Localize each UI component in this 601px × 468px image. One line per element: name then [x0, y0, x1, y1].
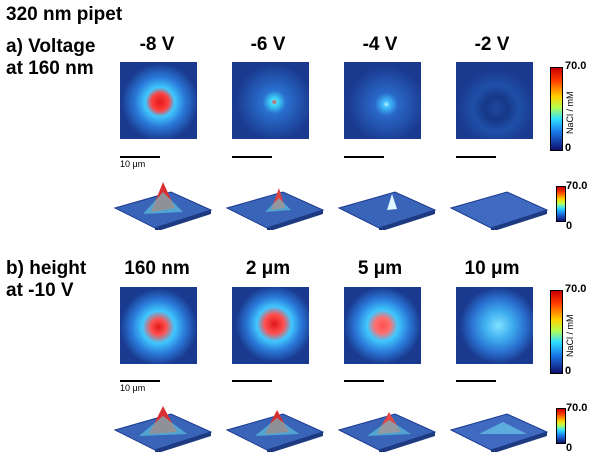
panel-a-surface-2 [225, 178, 325, 230]
panel-a-scalebar-3 [344, 156, 384, 158]
panel-a-scalebar-2 [232, 156, 272, 158]
panel-b-col-3-label: 5 μm [357, 258, 403, 279]
panel-b-colorbar-small [556, 408, 566, 444]
panel-b-heatmap-2 [232, 287, 309, 364]
panel-b-label-line1: b) height [6, 258, 87, 279]
panel-b-surface-1 [113, 400, 213, 452]
panel-b-heatmap-3 [344, 287, 421, 364]
panel-b-colorbar-unit: NaCl / mM [565, 314, 575, 358]
panel-b-colorbar-max: 70.0 [565, 283, 587, 295]
panel-b-scalebar-3 [344, 380, 384, 382]
panel-a-heatmap-1 [120, 62, 197, 139]
panel-b-surface-4 [449, 400, 549, 452]
panel-b-colorbar [550, 290, 563, 374]
panel-a-col-1-label: -8 V [139, 34, 175, 55]
panel-b-colorbar-small-min: 0 [566, 442, 573, 454]
panel-a-label-line1: a) Voltage [6, 36, 96, 57]
panel-b-col-1-label: 160 nm [124, 258, 190, 279]
panel-a-colorbar-max: 70.0 [565, 60, 587, 72]
panel-b-label-line2: at -10 V [6, 280, 74, 301]
panel-a-colorbar-small-max: 70.0 [566, 180, 588, 192]
panel-b-col-4-label: 10 μm [464, 258, 520, 279]
panel-a-colorbar-unit: NaCl / mM [565, 91, 575, 135]
panel-a-col-4-label: -2 V [474, 34, 510, 55]
panel-b-surface-2 [225, 400, 325, 452]
panel-b-scalebar-label: 10 μm [120, 383, 146, 393]
panel-b-col-2-label: 2 μm [245, 258, 291, 279]
panel-a-surface-1 [113, 178, 213, 230]
panel-a-surface-4 [449, 178, 549, 230]
panel-b-scalebar-2 [232, 380, 272, 382]
panel-a-label-line2: at 160 nm [6, 58, 94, 79]
panel-b-scalebar-4 [456, 380, 496, 382]
panel-b-scalebar-1 [120, 380, 160, 382]
panel-a-scalebar-4 [456, 156, 496, 158]
panel-a-colorbar-small-min: 0 [566, 220, 573, 232]
panel-a-colorbar-small [556, 186, 566, 222]
panel-b-colorbar-min: 0 [565, 365, 572, 377]
panel-a-colorbar [550, 67, 563, 151]
panel-a-scalebar-label: 10 μm [120, 159, 146, 169]
figure-title: 320 nm pipet [6, 4, 123, 25]
panel-b-colorbar-small-max: 70.0 [566, 402, 588, 414]
panel-a-surface-3 [337, 178, 437, 230]
panel-a-heatmap-4 [456, 62, 533, 139]
panel-a-label: a) Voltage at 160 nm [6, 36, 95, 80]
panel-b-heatmap-4 [456, 287, 533, 364]
panel-a-col-3-label: -4 V [362, 34, 398, 55]
panel-a-heatmap-3 [344, 62, 421, 139]
panel-b-label: b) height at -10 V [6, 258, 86, 302]
panel-b-surface-3 [337, 400, 437, 452]
panel-a-colorbar-min: 0 [565, 142, 572, 154]
panel-a-col-2-label: -6 V [250, 34, 286, 55]
panel-b-heatmap-1 [120, 287, 197, 364]
panel-a-scalebar-1 [120, 156, 160, 158]
panel-a-heatmap-2 [232, 62, 309, 139]
